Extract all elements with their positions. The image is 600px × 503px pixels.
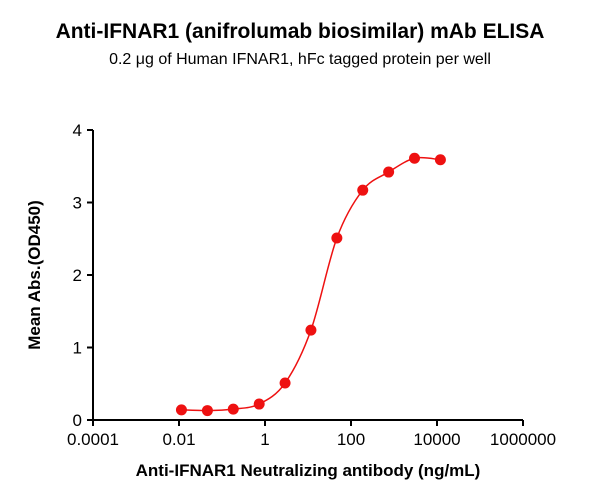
data-point: [357, 184, 369, 196]
x-tick-label: 0.0001: [67, 430, 119, 449]
x-tick-label: 10000: [413, 430, 460, 449]
data-point: [409, 152, 421, 164]
data-point: [305, 324, 317, 336]
data-point: [383, 166, 395, 178]
x-tick-label: 100: [337, 430, 365, 449]
y-tick-label: 1: [73, 339, 82, 358]
data-point: [253, 398, 265, 410]
data-point: [227, 403, 239, 415]
data-point: [331, 232, 343, 244]
chart-title: Anti-IFNAR1 (anifrolumab biosimilar) mAb…: [56, 20, 545, 43]
chart-subtitle: 0.2 μg of Human IFNAR1, hFc tagged prote…: [109, 51, 491, 68]
x-tick-label: 0.01: [162, 430, 195, 449]
data-point: [201, 405, 213, 417]
y-axis-title: Mean Abs.(OD450): [25, 200, 44, 350]
data-point: [175, 404, 187, 416]
y-tick-label: 3: [73, 194, 82, 213]
x-tick-label: 1: [260, 430, 269, 449]
data-point: [279, 377, 291, 389]
x-axis-title: Anti-IFNAR1 Neutralizing antibody (ng/mL…: [136, 461, 481, 480]
x-tick-label: 1000000: [490, 430, 556, 449]
y-tick-label: 4: [73, 121, 82, 140]
data-point: [434, 154, 446, 166]
fit-curve: [181, 156, 441, 412]
y-tick-label: 0: [73, 411, 82, 430]
y-tick-label: 2: [73, 266, 82, 285]
